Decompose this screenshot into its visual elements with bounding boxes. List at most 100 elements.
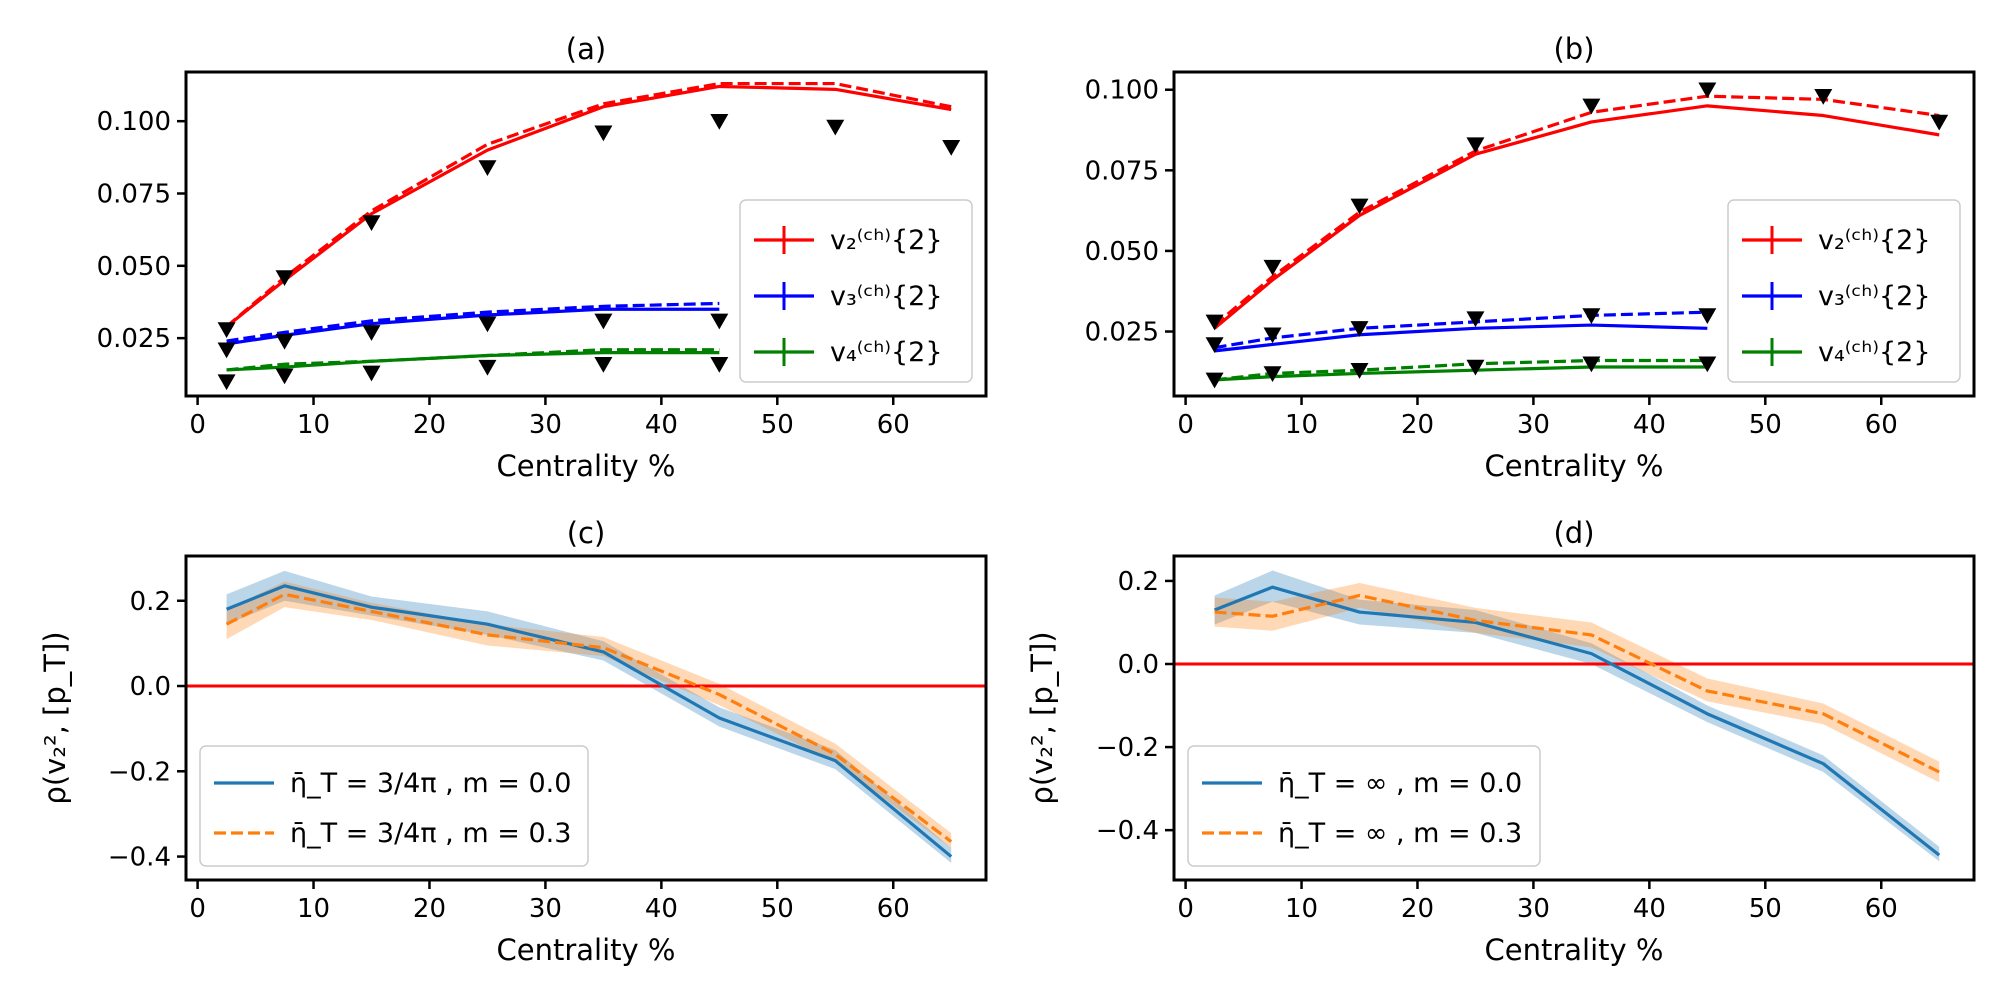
plot-area [225,81,952,372]
y-axis-label: ρ(v₂², [p_T]) [1025,631,1059,804]
legend-label: η̄_T = ∞ , m = 0.0 [1278,768,1522,799]
data-point [275,368,294,385]
x-tick-label: 10 [297,894,330,924]
y-tick-label: 0.100 [1085,76,1159,106]
panel-title: (a) [566,32,606,66]
legend: v₂⁽ᶜʰ⁾{2} v₃⁽ᶜʰ⁾{2} v₄⁽ᶜʰ⁾{2} [1727,199,1961,383]
plot-area [186,570,986,863]
data-point [217,342,236,359]
legend-label: η̄_T = 3/4π , m = 0.3 [290,818,571,849]
data-point [362,215,381,231]
data-point [275,270,294,286]
series-line-1 [225,84,952,328]
panel-c: (c) Centrality % ρ(v₂², [p_T]) 0 10 20 30 40… [38,516,988,967]
legend-box [1727,199,1961,383]
legend-label: η̄_T = ∞ , m = 0.3 [1278,818,1522,849]
legend-label: η̄_T = 3/4π , m = 0.0 [290,768,571,799]
legend: η̄_T = ∞ , m = 0.0 η̄_T = ∞ , m = 0.3 [1187,745,1541,867]
y-tick-label: 0.2 [130,587,171,617]
axes-frame [184,554,988,882]
x-tick-label: 0 [189,894,206,924]
series-line-5 [1214,365,1708,382]
x-tick-label: 20 [1401,410,1434,440]
data-point [710,113,729,130]
data-point [1205,337,1224,353]
y-tick-label: 0.050 [97,252,171,282]
x-axis-label: Centrality % [1485,933,1664,967]
data-point [1582,356,1601,373]
uncertainty-band-1 [226,570,952,863]
x-tick-label: 0 [1177,410,1194,440]
data-point [1698,356,1717,373]
x-axis-label: Centrality % [497,933,676,967]
axes-frame [184,70,988,398]
data-point [1263,366,1282,382]
y-tick-label: −0.2 [108,757,171,787]
y-tick-label: 0.025 [1085,318,1159,348]
data-point [594,356,613,373]
x-tick-label: 0 [1177,894,1194,924]
data-point [1466,359,1485,376]
x-tick-label: 60 [1865,894,1898,924]
data-point [942,140,961,156]
x-tick-label: 30 [529,894,562,924]
x-tick-label: 60 [877,894,910,924]
panel-title: (d) [1553,516,1594,550]
y-tick-label: −0.4 [108,843,171,873]
data-point [1930,114,1949,131]
legend-label: v₃⁽ᶜʰ⁾{2} [1818,281,1931,312]
data-point [1205,314,1224,331]
data-point [594,125,613,142]
x-tick-label: 20 [413,894,446,924]
data-point [478,359,497,376]
x-tick-label: 10 [297,410,330,440]
data-point [1263,327,1282,344]
series-line-1 [1213,104,1940,330]
legend-label: v₂⁽ᶜʰ⁾{2} [830,225,943,256]
y-tick-label: 0.075 [97,180,171,210]
data-point [594,313,613,330]
x-tick-label: 40 [645,894,678,924]
data-point [1350,363,1369,379]
y-tick-label: 0.100 [97,107,171,137]
data-point [710,313,729,330]
data-point [826,119,845,136]
x-tick-label: 40 [1633,410,1666,440]
data-point [217,322,236,339]
x-tick-label: 50 [761,894,794,924]
uncertainty-band-1 [1214,570,1940,862]
x-tick-label: 30 [529,410,562,440]
data-point [1698,308,1717,324]
x-tick-label: 60 [877,410,910,440]
data-point [710,356,729,373]
x-tick-label: 30 [1517,410,1550,440]
y-tick-label: 0.2 [1118,567,1159,597]
x-tick-label: 20 [413,410,446,440]
uncertainty-band-2 [1214,583,1940,783]
plot-area [1213,94,1940,382]
legend-label: v₄⁽ᶜʰ⁾{2} [1818,337,1931,368]
data-point [1466,137,1485,154]
panel-title: (c) [567,516,606,550]
x-tick-label: 50 [1749,410,1782,440]
y-axis-label: ρ(v₂², [p_T]) [38,631,72,804]
x-tick-label: 50 [1749,894,1782,924]
series-line-2 [225,592,953,843]
axes-frame [1172,70,1976,398]
x-tick-label: 60 [1865,410,1898,440]
y-tick-label: 0.075 [1085,156,1159,186]
series-line-6 [226,348,720,372]
legend-label: v₃⁽ᶜʰ⁾{2} [830,281,943,312]
y-tick-label: 0.050 [1085,237,1159,267]
legend: η̄_T = 3/4π , m = 0.0 η̄_T = 3/4π , m = 0… [199,745,589,867]
data-point [1582,98,1601,115]
x-tick-label: 40 [645,410,678,440]
series-line-2 [1213,94,1940,327]
legend-label: v₄⁽ᶜʰ⁾{2} [830,337,943,368]
legend-box [1187,745,1541,867]
data-point [1814,88,1833,105]
series-line-4 [226,301,720,343]
series-line-1 [225,584,953,858]
data-point [1582,308,1601,324]
